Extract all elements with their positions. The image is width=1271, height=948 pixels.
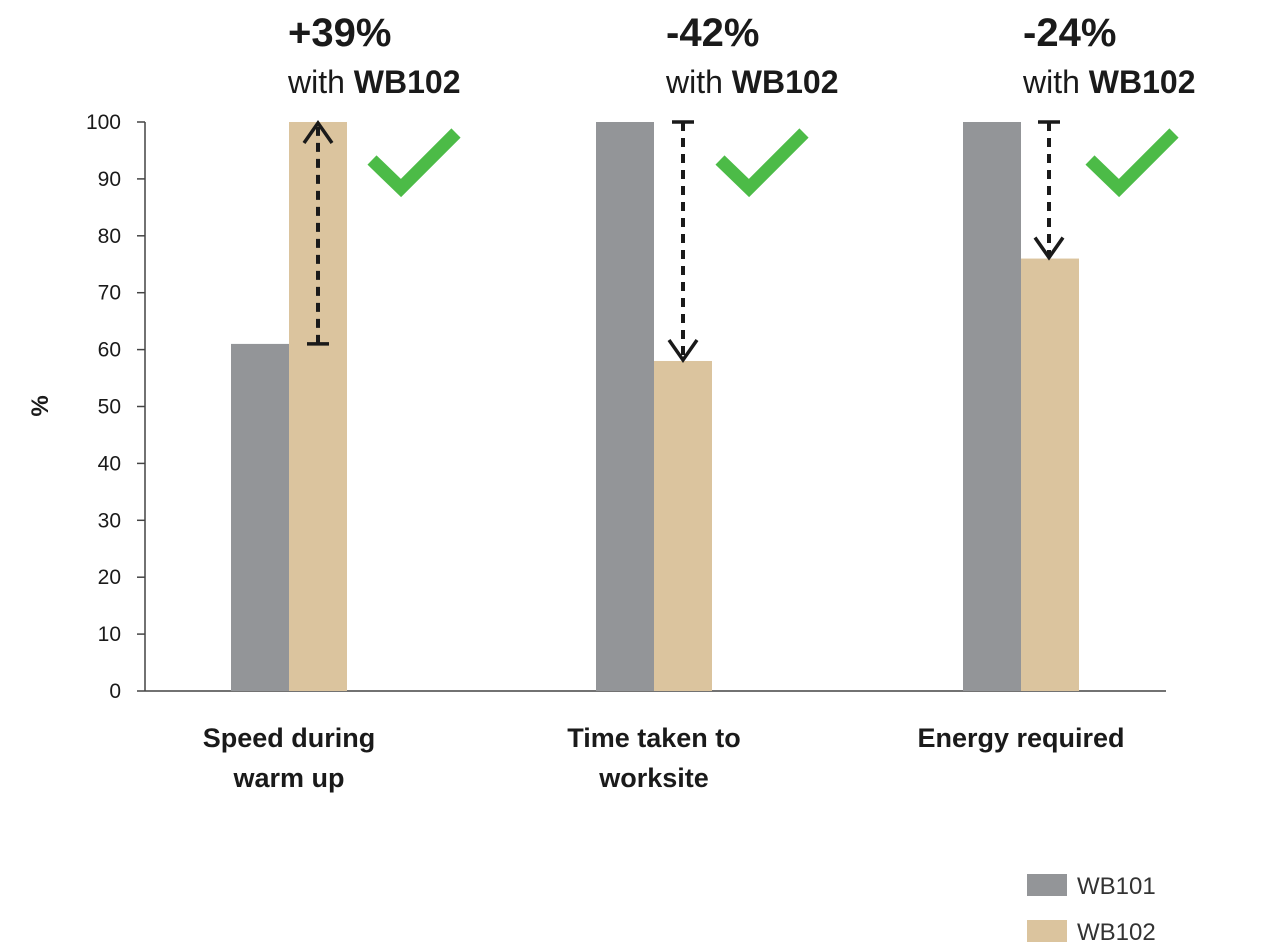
x-axis-category-labels: Speed during warm up Time taken to worksite…	[203, 723, 1125, 793]
y-tick-label: 10	[98, 623, 121, 646]
bar-wb102-1	[289, 122, 347, 691]
y-tick-label: 80	[98, 225, 121, 248]
bar-wb101-2	[596, 122, 654, 691]
category-label-1: Speed during warm up	[203, 723, 376, 793]
category-label-3: Energy required	[917, 723, 1124, 753]
legend-swatch-wb102	[1027, 920, 1067, 942]
legend-label-wb102: WB102	[1077, 919, 1156, 946]
y-tick-label: 20	[98, 566, 121, 589]
change-percent-2: -42%	[666, 11, 759, 55]
change-percent-1: +39%	[288, 11, 391, 55]
arrow-head	[1033, 236, 1065, 261]
arrow-head	[667, 338, 699, 364]
bar-wb102-3	[1021, 258, 1079, 691]
y-tick-label: 100	[86, 111, 121, 134]
legend-swatch-wb101	[1027, 874, 1067, 896]
y-tick-label: 50	[98, 396, 121, 419]
arrow-head	[302, 119, 334, 145]
bar-wb101-3	[963, 122, 1021, 691]
bars	[231, 122, 1079, 691]
change-arrow-2	[667, 120, 699, 364]
annotations: +39% with WB102 -42% with WB102 -24% with WB1…	[287, 11, 1196, 100]
y-axis: 0 10 20 30 40 50 60 70 80 90 100	[86, 111, 1166, 703]
checkmark-icon	[715, 128, 809, 198]
change-arrow-1	[302, 119, 334, 346]
checkmark-icon	[367, 128, 461, 198]
change-arrows	[302, 119, 1065, 364]
change-subtitle-2: with WB102	[665, 64, 839, 100]
change-subtitle-1: with WB102	[287, 64, 461, 100]
y-tick-label: 60	[98, 339, 121, 362]
bar-wb101-1	[231, 343, 289, 691]
y-tick-label: 30	[98, 509, 121, 532]
checkmarks	[367, 128, 1179, 198]
legend: WB101 WB102	[1027, 873, 1156, 946]
y-tick-label: 70	[98, 282, 121, 305]
checkmark-icon	[1085, 128, 1179, 198]
legend-label-wb101: WB101	[1077, 873, 1156, 900]
change-percent-3: -24%	[1023, 11, 1116, 55]
y-tick-label: 40	[98, 452, 121, 475]
change-subtitle-3: with WB102	[1022, 64, 1196, 100]
bar-wb102-2	[654, 360, 712, 691]
y-axis-label: %	[27, 395, 54, 416]
y-tick-label: 0	[109, 680, 121, 703]
y-tick-label: 90	[98, 168, 121, 191]
change-arrow-3	[1033, 120, 1065, 261]
category-label-2: Time taken to worksite	[567, 723, 741, 793]
